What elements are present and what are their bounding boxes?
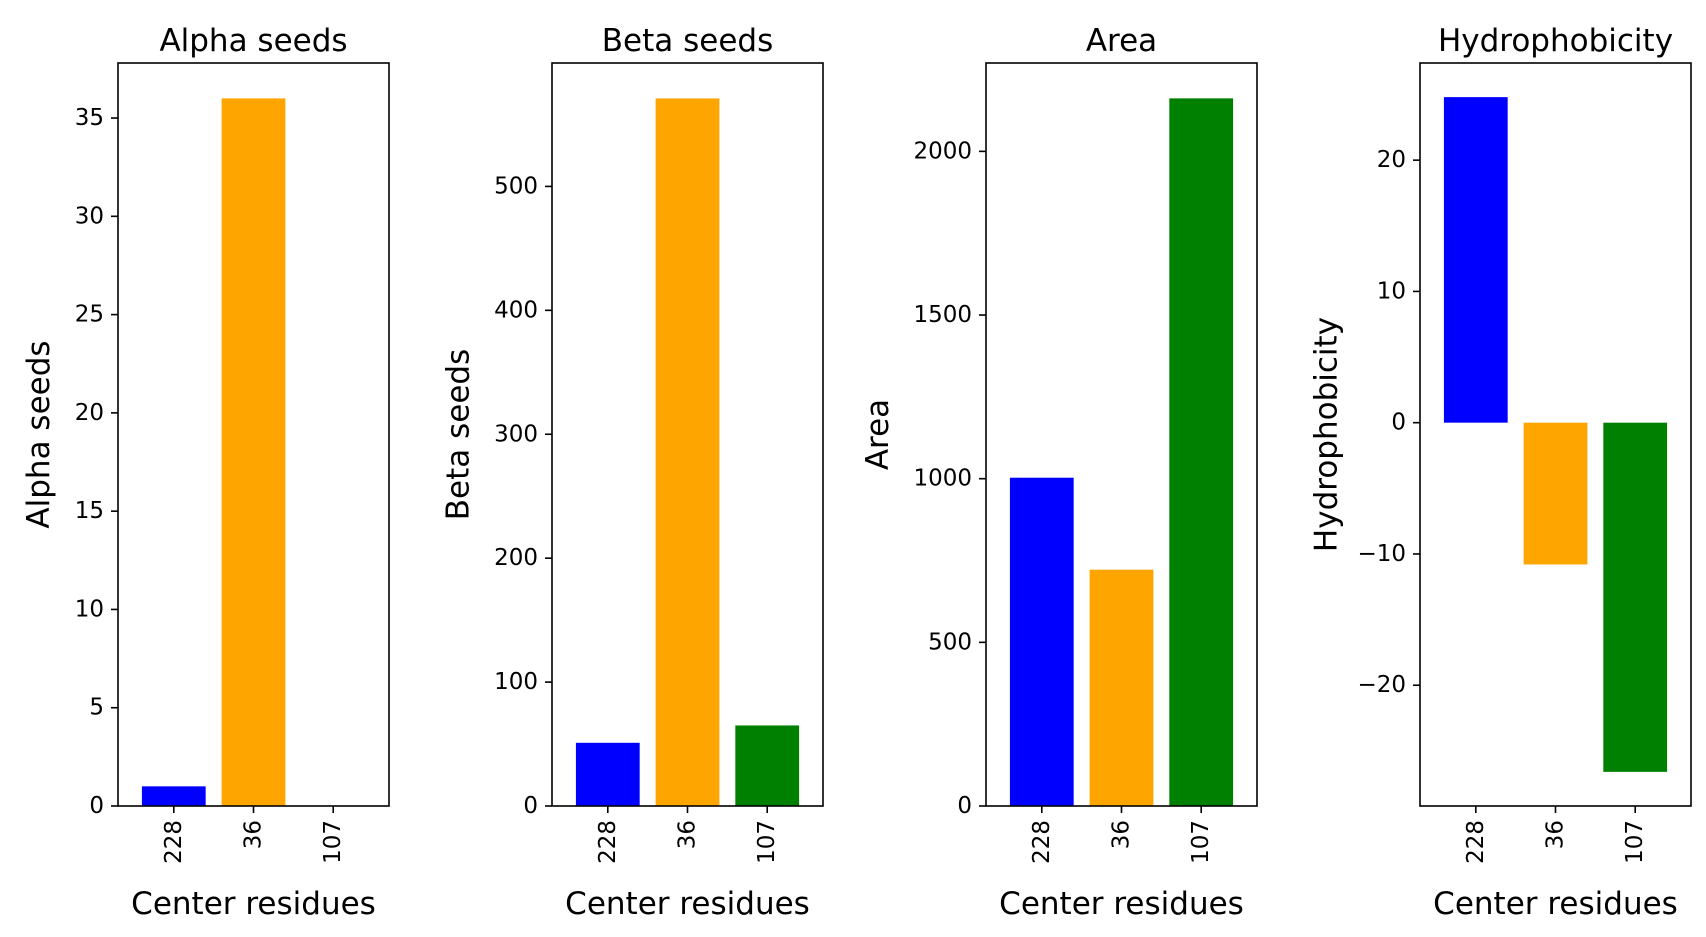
y-tick-label-beta-seeds-4: 400 xyxy=(494,297,538,323)
bar-area-107 xyxy=(1169,98,1234,807)
x-axis-title-alpha-seeds: Center residues xyxy=(131,886,376,922)
y-tick-label-beta-seeds-0: 0 xyxy=(523,793,538,819)
y-tick-label-hydrophobicity-1: −10 xyxy=(1357,541,1406,567)
panel-title-area: Area xyxy=(1086,23,1157,59)
y-tick-label-area-2: 1000 xyxy=(913,466,972,492)
bar-beta-seeds-36 xyxy=(655,98,720,806)
y-tick-label-alpha-seeds-0: 0 xyxy=(89,793,104,819)
y-axis-title-area: Area xyxy=(860,399,896,470)
y-tick-label-alpha-seeds-2: 10 xyxy=(75,596,104,622)
x-tick-label-beta-seeds-36: 36 xyxy=(675,820,701,849)
x-tick-label-area-36: 36 xyxy=(1109,820,1135,849)
x-tick-label-hydrophobicity-228: 228 xyxy=(1463,820,1489,864)
x-tick-label-alpha-seeds-36: 36 xyxy=(241,820,267,849)
y-tick-label-beta-seeds-1: 100 xyxy=(494,669,538,695)
bar-hydrophobicity-228 xyxy=(1443,97,1508,423)
x-tick-label-area-107: 107 xyxy=(1188,820,1214,864)
y-tick-label-alpha-seeds-6: 30 xyxy=(75,203,104,229)
x-tick-label-beta-seeds-107: 107 xyxy=(754,820,780,864)
y-tick-label-alpha-seeds-5: 25 xyxy=(75,302,104,328)
x-axis-title-beta-seeds: Center residues xyxy=(565,886,810,922)
y-axis-title-hydrophobicity: Hydrophobicity xyxy=(1309,317,1345,552)
x-axis-title-hydrophobicity: Center residues xyxy=(1433,886,1678,922)
y-axis-title-alpha-seeds: Alpha seeds xyxy=(21,340,57,528)
bar-hydrophobicity-107 xyxy=(1603,422,1668,772)
y-tick-label-alpha-seeds-3: 15 xyxy=(75,498,104,524)
chart-panel-beta-seeds: 0 100 200 300 400 500 228 36 107 Beta seeds Center… xyxy=(441,23,824,922)
bar-alpha-seeds-228 xyxy=(141,786,206,806)
panel-title-hydrophobicity: Hydrophobicity xyxy=(1438,23,1673,59)
bar-beta-seeds-107 xyxy=(735,725,800,806)
bar-area-36 xyxy=(1089,569,1154,806)
y-tick-label-area-1: 500 xyxy=(928,629,972,655)
y-tick-label-alpha-seeds-4: 20 xyxy=(75,400,104,426)
y-tick-label-beta-seeds-2: 200 xyxy=(494,545,538,571)
y-tick-label-beta-seeds-3: 300 xyxy=(494,421,538,447)
y-tick-label-beta-seeds-5: 500 xyxy=(494,173,538,199)
y-tick-label-area-4: 2000 xyxy=(913,138,972,164)
y-tick-label-hydrophobicity-0: −20 xyxy=(1357,672,1406,698)
y-tick-label-alpha-seeds-7: 35 xyxy=(75,105,104,131)
x-tick-label-hydrophobicity-107: 107 xyxy=(1622,820,1648,864)
chart-panel-area: 0 500 1000 1500 2000 228 36 107 Area Center resid… xyxy=(860,23,1258,922)
y-tick-label-area-0: 0 xyxy=(957,793,972,819)
x-tick-label-alpha-seeds-107: 107 xyxy=(320,820,346,864)
y-axis-title-beta-seeds: Beta seeds xyxy=(441,349,477,520)
bar-alpha-seeds-36 xyxy=(221,98,286,806)
y-tick-label-alpha-seeds-1: 5 xyxy=(89,695,104,721)
bar-area-228 xyxy=(1009,477,1074,806)
x-axis-title-area: Center residues xyxy=(999,886,1244,922)
y-tick-label-hydrophobicity-2: 0 xyxy=(1391,410,1406,436)
x-tick-label-alpha-seeds-228: 228 xyxy=(161,820,187,864)
bar-beta-seeds-228 xyxy=(575,742,640,806)
x-tick-label-hydrophobicity-36: 36 xyxy=(1543,820,1569,849)
chart-panel-hydrophobicity: −20 −10 0 10 20 228 36 107 Hydrophobicity Center … xyxy=(1309,23,1692,922)
panel-title-beta-seeds: Beta seeds xyxy=(602,23,773,59)
x-tick-label-beta-seeds-228: 228 xyxy=(595,820,621,864)
chart-panel-alpha-seeds: 0 5 10 15 20 25 30 35 228 36 107 Alpha seeds Center … xyxy=(21,23,390,922)
bar-hydrophobicity-36 xyxy=(1523,422,1588,565)
x-tick-label-area-228: 228 xyxy=(1029,820,1055,864)
panel-title-alpha-seeds: Alpha seeds xyxy=(159,23,347,59)
y-tick-label-hydrophobicity-3: 10 xyxy=(1377,278,1406,304)
y-tick-label-hydrophobicity-4: 20 xyxy=(1377,147,1406,173)
y-tick-label-area-3: 1500 xyxy=(913,302,972,328)
